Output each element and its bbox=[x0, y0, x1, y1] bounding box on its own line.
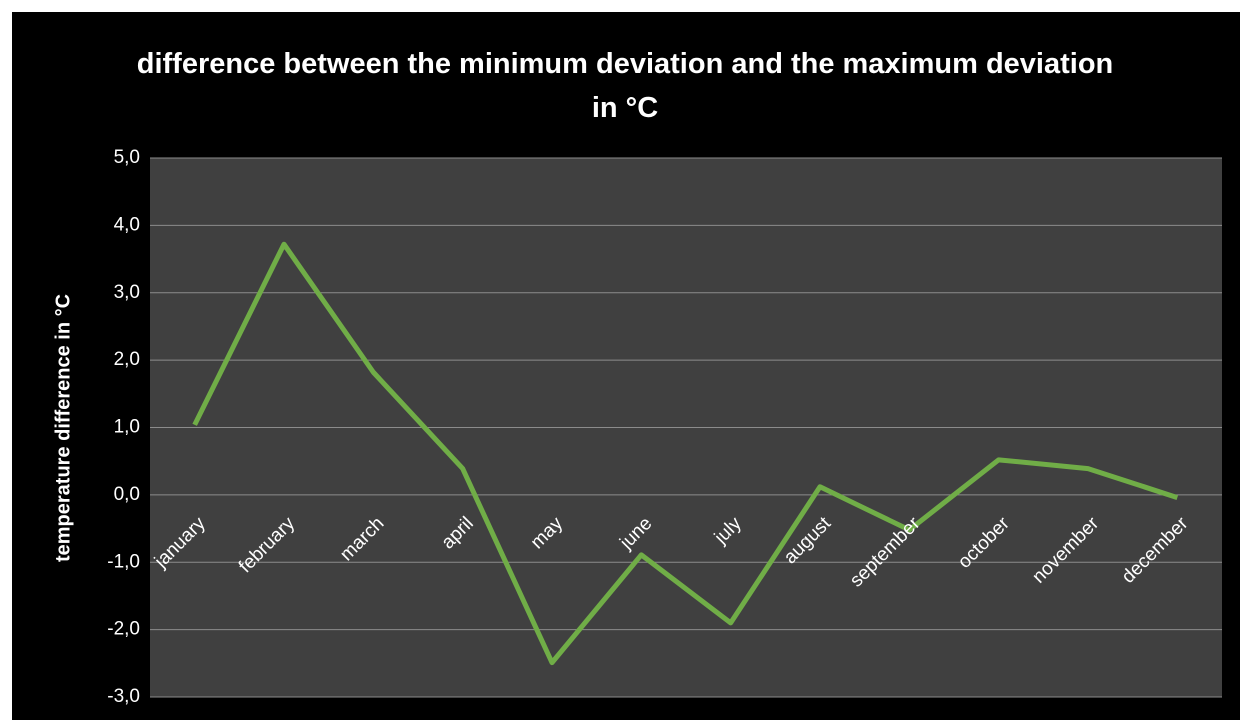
y-tick-label: -2,0 bbox=[107, 619, 140, 640]
y-tick-label: -3,0 bbox=[107, 686, 140, 707]
y-tick-label: 5,0 bbox=[114, 147, 140, 168]
y-tick-label: 2,0 bbox=[114, 349, 140, 370]
data-line bbox=[192, 241, 1179, 666]
y-tick-label: 1,0 bbox=[114, 417, 140, 438]
y-tick-label: 4,0 bbox=[114, 214, 140, 235]
y-tick-label: 0,0 bbox=[114, 484, 140, 505]
chart-title: difference between the minimum deviation… bbox=[136, 48, 1114, 124]
y-tick-label: 3,0 bbox=[114, 282, 140, 303]
y-tick-label: -1,0 bbox=[107, 551, 140, 572]
y-axis-label: temperature difference in °C bbox=[52, 294, 74, 562]
